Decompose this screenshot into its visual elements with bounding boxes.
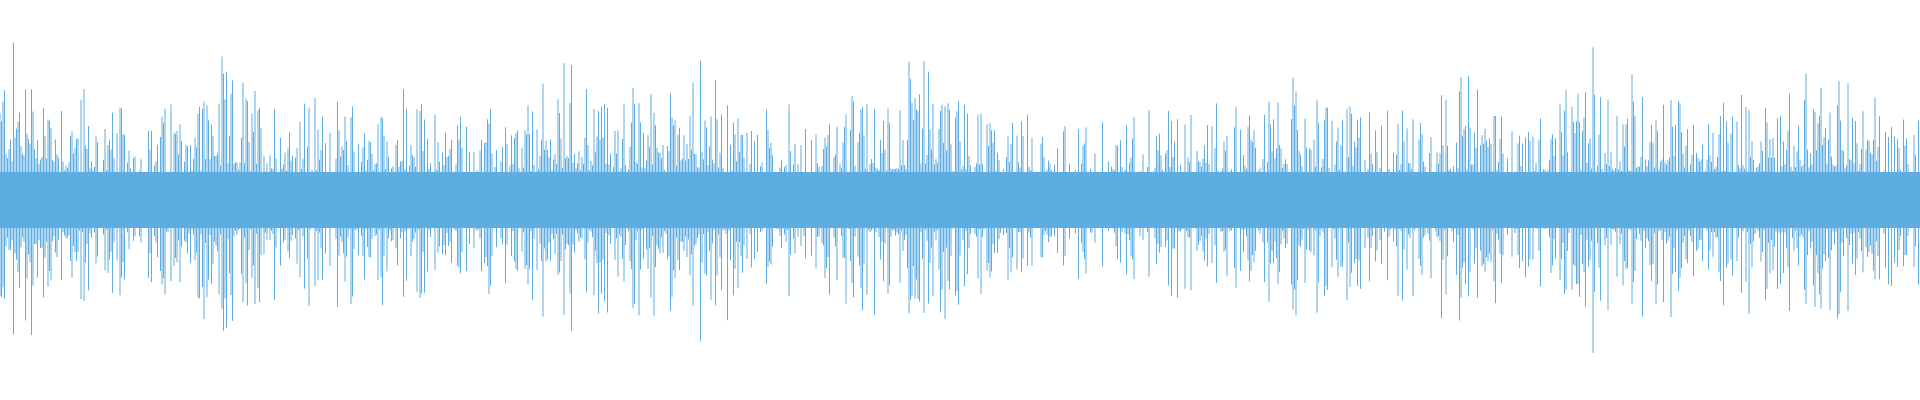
waveform-bars xyxy=(0,42,1919,353)
